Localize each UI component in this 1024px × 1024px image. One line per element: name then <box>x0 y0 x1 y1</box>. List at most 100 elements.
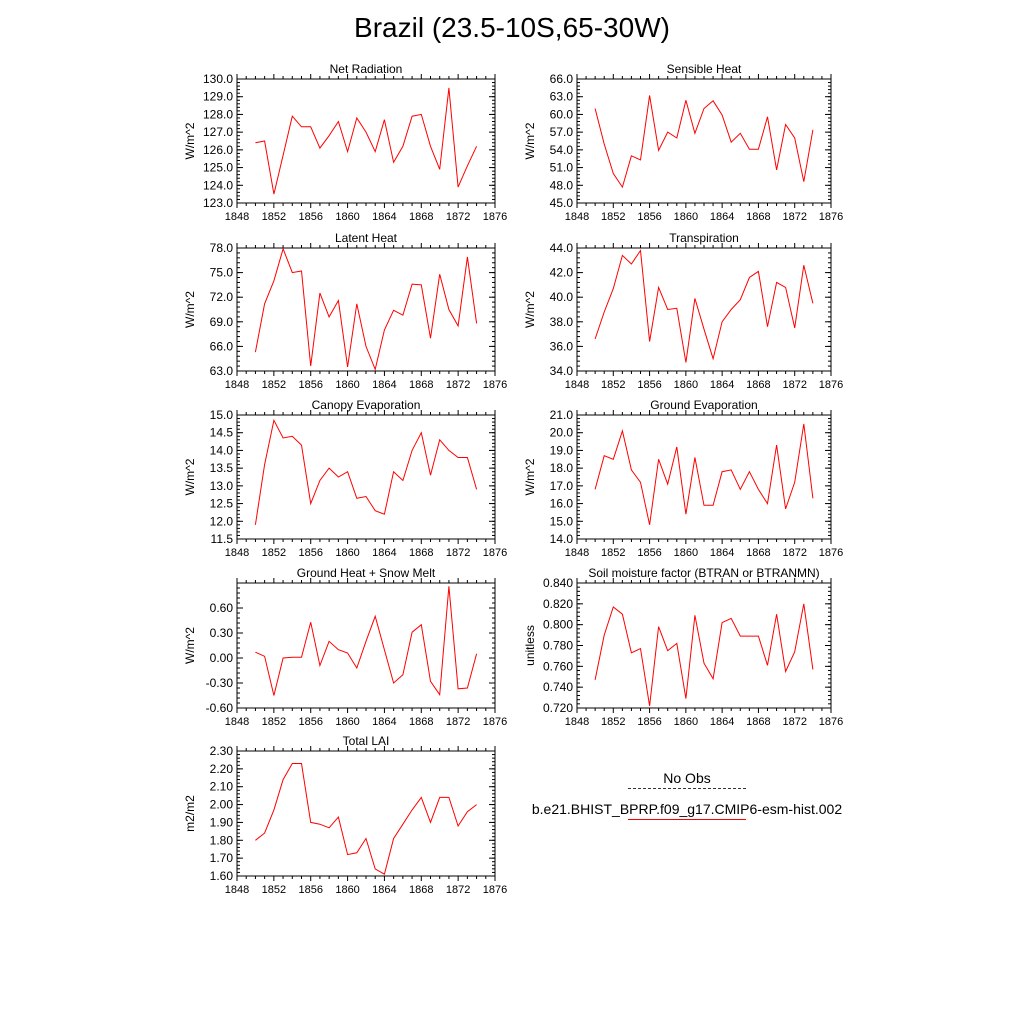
data-point <box>803 423 805 425</box>
chart-panel-3: Latent Heat W/m^2 1848 1852 1856 1860 1864 1868… <box>183 231 507 391</box>
y-axis-label: W/m^2 <box>183 458 197 495</box>
y-tick-label: 45.0 <box>550 196 574 210</box>
data-point <box>420 284 422 286</box>
y-tick-label: 15.0 <box>210 408 234 422</box>
data-point <box>466 687 468 689</box>
data-point <box>392 470 394 472</box>
data-point <box>411 283 413 285</box>
y-tick-label: 0.720 <box>543 701 573 715</box>
y-tick-label: 128.0 <box>203 107 233 121</box>
data-point <box>365 131 367 133</box>
data-point <box>346 652 348 654</box>
data-point <box>273 193 275 195</box>
x-tick-label: 1848 <box>225 884 249 896</box>
y-tick-label: 63.0 <box>550 90 574 104</box>
data-point <box>411 809 413 811</box>
y-tick-label: 1.70 <box>210 851 234 865</box>
x-tick-label: 1872 <box>446 884 470 896</box>
y-tick-label: 14.0 <box>210 443 234 457</box>
x-tick-label: 1848 <box>565 379 589 391</box>
data-point <box>429 680 431 682</box>
y-tick-label: 0.760 <box>543 659 573 673</box>
y-axis-label: m2/m2 <box>183 795 197 832</box>
data-point <box>411 631 413 633</box>
data-point <box>337 476 339 478</box>
data-point <box>621 186 623 188</box>
chart-panel-7: Ground Heat + Snow Melt W/m^2 1848 1852 1856… <box>183 566 507 728</box>
x-tick-label: 1860 <box>674 716 698 728</box>
x-tick-label: 1860 <box>335 884 359 896</box>
y-tick-label: -0.60 <box>206 701 234 715</box>
data-point <box>402 145 404 147</box>
data-point <box>667 483 669 485</box>
data-point <box>392 837 394 839</box>
data-point <box>319 147 321 149</box>
y-axis-label: unitless <box>523 625 537 666</box>
data-point <box>475 145 477 147</box>
data-point <box>300 270 302 272</box>
data-point <box>310 365 312 367</box>
data-point <box>346 366 348 368</box>
x-tick-label: 1868 <box>409 211 433 223</box>
data-point <box>721 321 723 323</box>
data-point <box>383 513 385 515</box>
data-point <box>766 116 768 118</box>
x-tick-label: 1852 <box>262 716 286 728</box>
x-tick-label: 1876 <box>483 379 507 391</box>
data-point <box>803 181 805 183</box>
data-point <box>739 635 741 637</box>
x-tick-label: 1876 <box>819 211 843 223</box>
data-point <box>273 809 275 811</box>
data-point <box>429 821 431 823</box>
data-point <box>594 488 596 490</box>
data-point <box>475 803 477 805</box>
y-tick-label: 40.0 <box>550 290 574 304</box>
data-point <box>429 145 431 147</box>
x-tick-label: 1864 <box>372 884 396 896</box>
data-point <box>639 159 641 161</box>
legend-model-label: b.e21.BHIST_BPRP.f09_g17.CMIP6-esm-hist.… <box>531 801 843 817</box>
data-point <box>365 640 367 642</box>
data-point <box>457 186 459 188</box>
data-point <box>694 297 696 299</box>
data-point <box>775 444 777 446</box>
y-tick-label: 57.0 <box>550 125 574 139</box>
data-point <box>328 134 330 136</box>
x-tick-label: 1864 <box>710 211 734 223</box>
data-point <box>374 150 376 152</box>
y-tick-label: 123.0 <box>203 196 233 210</box>
data-point <box>466 165 468 167</box>
y-tick-label: 0.780 <box>543 639 573 653</box>
x-tick-label: 1856 <box>298 716 322 728</box>
data-point <box>594 679 596 681</box>
chart-panel-1: Net Radiation W/m^2 1848 1852 1856 1860 1864 18… <box>183 62 507 223</box>
data-point <box>475 653 477 655</box>
data-point <box>282 248 284 250</box>
data-point <box>466 811 468 813</box>
data-point <box>356 497 358 499</box>
data-point <box>757 148 759 150</box>
data-point <box>439 439 441 441</box>
data-point <box>739 132 741 134</box>
data-point <box>291 271 293 273</box>
x-tick-label: 1848 <box>565 211 589 223</box>
data-point <box>775 169 777 171</box>
data-point <box>291 115 293 117</box>
data-point <box>721 114 723 116</box>
data-point <box>775 613 777 615</box>
data-point <box>300 762 302 764</box>
chart-panel-4: Transpiration W/m^2 1848 1852 1856 1860 1864 18… <box>523 231 843 391</box>
x-tick-label: 1876 <box>819 716 843 728</box>
data-point <box>254 839 256 841</box>
data-point <box>319 823 321 825</box>
panel-title: Latent Heat <box>335 231 398 245</box>
panel-title: Canopy Evaporation <box>312 398 421 412</box>
data-point <box>748 148 750 150</box>
series-line <box>255 87 478 195</box>
x-tick-label: 1856 <box>637 547 661 559</box>
series-line <box>594 249 814 363</box>
data-point <box>475 322 477 324</box>
data-point <box>310 621 312 623</box>
y-tick-label: 1.60 <box>210 869 234 883</box>
data-point <box>784 286 786 288</box>
